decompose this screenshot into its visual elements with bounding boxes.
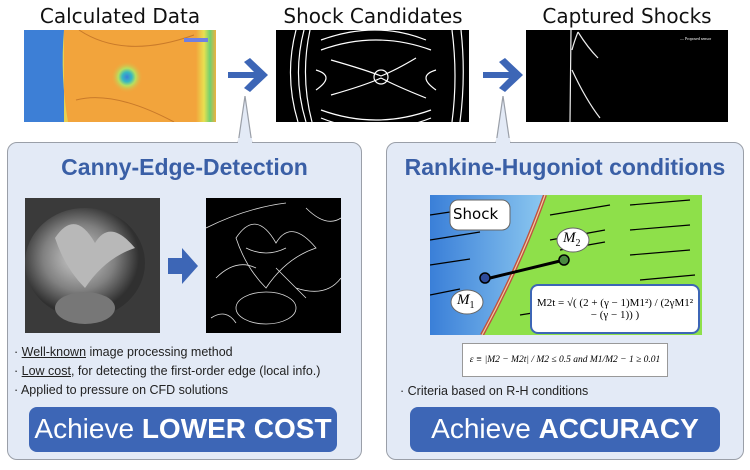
bullet-item: · Applied to pressure on CFD solutions <box>14 383 229 397</box>
m1-label: M1 <box>457 292 475 311</box>
callout-pointer <box>495 96 511 144</box>
canny-title: Canny-Edge-Detection <box>61 154 308 180</box>
achieve-lower-cost-banner: Achieve LOWER COST <box>29 407 337 452</box>
shock-label: Shock <box>453 205 499 223</box>
title-captured-shocks: Captured Shocks <box>542 4 712 28</box>
rh-formula-box: M2t = √( (2 + (γ − 1)M1²) / (2γM1² − (γ … <box>530 284 700 334</box>
m2-label: M2 <box>563 230 581 249</box>
bullet-item: · Criteria based on R-H conditions <box>400 384 589 398</box>
criteria-formula: ε ≡ |M2 − M2t| / M2 ≤ 0.5 and M1/M2 − 1 … <box>469 355 661 365</box>
captured-shocks-image <box>526 30 728 122</box>
title-calculated-data: Calculated Data <box>39 4 201 28</box>
title-shock-candidates: Shock Candidates <box>283 4 463 28</box>
shock-candidates-image <box>276 30 469 122</box>
rh-formula: M2t = √( (2 + (γ − 1)M1²) / (2γM1² − (γ … <box>536 297 694 321</box>
canny-edge-image <box>206 198 341 333</box>
criteria-formula-box: ε ≡ |M2 − M2t| / M2 ≤ 0.5 and M1/M2 − 1 … <box>462 343 668 377</box>
arrow-right-icon <box>481 58 525 92</box>
calculated-data-image <box>24 30 216 122</box>
lotus-grayscale-image <box>25 198 160 333</box>
arrow-right-icon <box>226 58 270 92</box>
rh-title: Rankine-Hugoniot conditions <box>404 154 726 180</box>
captured-legend: — Proposed sensor <box>680 36 712 41</box>
bullet-item: · Low cost, for detecting the first-orde… <box>14 364 321 378</box>
arrow-right-icon <box>168 248 198 289</box>
bullet-item: · Well-known image processing method <box>14 345 233 359</box>
achieve-accuracy-banner: Achieve ACCURACY <box>410 407 720 452</box>
callout-pointer <box>237 96 253 144</box>
